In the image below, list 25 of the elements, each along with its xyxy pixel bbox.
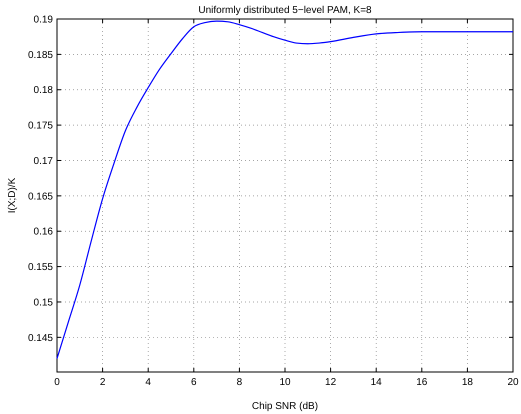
x-tick-label: 12 <box>325 377 337 388</box>
y-tick-label: 0.19 <box>34 14 54 26</box>
x-tick-label: 0 <box>54 377 60 388</box>
y-axis-title: I(X;D)/K <box>7 177 18 214</box>
x-tick-label: 2 <box>100 377 106 388</box>
y-tick-label: 0.15 <box>34 297 54 308</box>
y-tick-label: 0.165 <box>28 191 54 202</box>
x-tick-label: 4 <box>145 377 152 388</box>
x-tick-label: 18 <box>462 377 474 388</box>
y-tick-label: 0.145 <box>28 332 54 344</box>
x-tick-label: 6 <box>191 377 198 388</box>
y-tick-label: 0.18 <box>34 85 54 96</box>
x-tick-label: 10 <box>279 377 291 388</box>
chart-title: Uniformly distributed 5−level PAM, K=8 <box>198 5 372 16</box>
y-tick-label: 0.175 <box>28 120 54 132</box>
x-axis-title: Chip SNR (dB) <box>252 401 318 412</box>
y-tick-label: 0.17 <box>34 156 54 167</box>
line-series <box>56 20 514 360</box>
x-tick-label: 16 <box>416 377 428 388</box>
x-tick-label: 8 <box>236 377 243 388</box>
y-tick-label: 0.155 <box>28 262 54 274</box>
y-tick-label: 0.185 <box>28 50 54 61</box>
y-tick-label: 0.16 <box>34 226 54 238</box>
x-tick-label: 20 <box>507 377 519 388</box>
x-tick-label: 14 <box>370 377 382 388</box>
